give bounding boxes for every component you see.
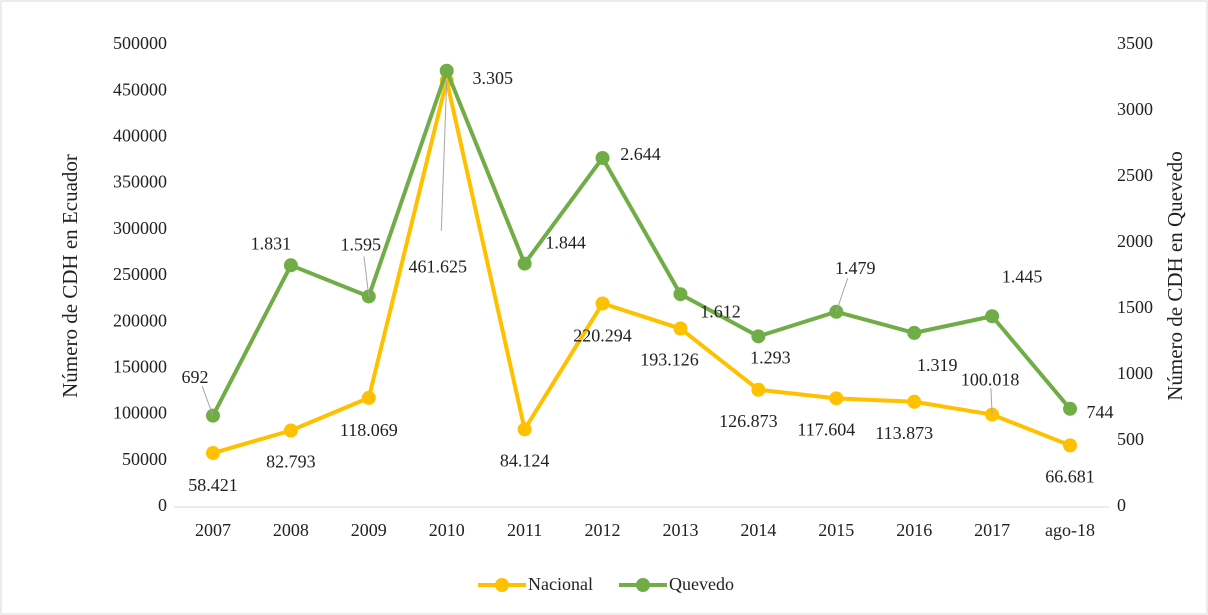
- x-tick-label: 2016: [896, 520, 932, 540]
- line-nacional: [212, 78, 1071, 455]
- data-label: 100.018: [961, 370, 1020, 390]
- data-label: 1.595: [341, 235, 382, 255]
- data-label: 461.625: [408, 257, 467, 277]
- y-tick-label: 300000: [113, 218, 167, 238]
- legend-marker: [495, 578, 509, 592]
- leader-line: [990, 388, 993, 415]
- x-tick-label: 2013: [662, 520, 698, 540]
- data-label: 220.294: [573, 326, 632, 346]
- point: [283, 258, 298, 273]
- y-tick-label: 500000: [113, 33, 167, 53]
- leader-line: [201, 385, 214, 416]
- y2-tick-label: 1500: [1117, 297, 1153, 317]
- y2-tick-label: 2500: [1117, 165, 1153, 185]
- x-tick-label: 2009: [351, 520, 387, 540]
- y-tick-label: 250000: [113, 264, 167, 284]
- data-label: 1.445: [1002, 266, 1043, 286]
- point: [361, 390, 376, 405]
- point: [1063, 401, 1078, 416]
- point: [1063, 438, 1078, 453]
- point: [595, 150, 610, 165]
- y-tick-label: 400000: [113, 126, 167, 146]
- y2-tick-label: 1000: [1117, 363, 1153, 383]
- data-label: 1.831: [251, 233, 292, 253]
- x-tick-label: 2008: [273, 520, 309, 540]
- legend-marker: [635, 578, 650, 592]
- data-label: 1.612: [700, 301, 741, 321]
- x-tick-label: 2007: [195, 520, 231, 540]
- line-quevedo: [211, 68, 1072, 417]
- data-label: 744: [1087, 402, 1114, 422]
- point: [829, 391, 844, 406]
- data-label: 1.319: [917, 355, 958, 375]
- y-tick-label: 0: [158, 495, 167, 515]
- point: [985, 309, 1000, 324]
- y-axis-label: Número de CDH en Ecuador: [58, 154, 82, 398]
- x-tick-label: 2015: [818, 520, 854, 540]
- data-label: 117.604: [797, 419, 855, 439]
- point: [751, 329, 766, 344]
- data-label: 2.644: [620, 144, 661, 164]
- x-tick-label: 2010: [429, 520, 465, 540]
- legend-label: Quevedo: [669, 574, 734, 594]
- y2-tick-label: 3500: [1117, 33, 1153, 53]
- y-tick-label: 200000: [113, 310, 167, 330]
- x-tick-label: 2011: [507, 520, 542, 540]
- data-label: 193.126: [640, 350, 699, 370]
- y-tick-label: 350000: [113, 172, 167, 192]
- leader-line: [835, 278, 849, 312]
- y-tick-label: 150000: [113, 357, 167, 377]
- data-label: 3.305: [472, 68, 513, 88]
- data-label: 692: [181, 367, 208, 387]
- data-label: 118.069: [340, 420, 398, 440]
- y-tick-label: 100000: [113, 403, 167, 423]
- leader-line: [363, 256, 370, 297]
- point: [673, 321, 688, 336]
- point: [517, 256, 532, 271]
- y2-axis-label: Número de CDH en Quevedo: [1163, 151, 1187, 401]
- point: [439, 63, 454, 78]
- y2-tick-label: 0: [1117, 495, 1126, 515]
- x-tick-label: 2017: [974, 520, 1010, 540]
- point: [751, 382, 766, 397]
- point: [283, 423, 298, 438]
- data-label: 1.844: [545, 233, 586, 253]
- x-tick-label: ago-18: [1045, 520, 1095, 540]
- x-tick-label: 2012: [585, 520, 621, 540]
- point: [205, 446, 220, 461]
- data-label: 113.873: [875, 423, 933, 443]
- y-tick-label: 450000: [113, 79, 167, 99]
- point: [907, 325, 922, 340]
- y2-tick-label: 2000: [1117, 231, 1153, 251]
- y-tick-label: 50000: [122, 449, 167, 469]
- data-label: 1.479: [835, 258, 876, 278]
- y2-tick-label: 500: [1117, 429, 1144, 449]
- leader-line: [440, 80, 448, 231]
- data-label: 126.873: [719, 411, 778, 431]
- y2-tick-label: 3000: [1117, 99, 1153, 119]
- x-tick-label: 2014: [740, 520, 776, 540]
- data-label: 58.421: [188, 475, 238, 495]
- data-label: 1.293: [750, 347, 791, 367]
- point: [517, 422, 532, 437]
- data-label: 84.124: [500, 450, 550, 470]
- data-label: 82.793: [266, 452, 316, 472]
- legend-label: Nacional: [528, 574, 593, 594]
- point: [673, 287, 688, 302]
- data-label: 66.681: [1045, 467, 1095, 487]
- point: [595, 296, 610, 311]
- point: [907, 394, 922, 409]
